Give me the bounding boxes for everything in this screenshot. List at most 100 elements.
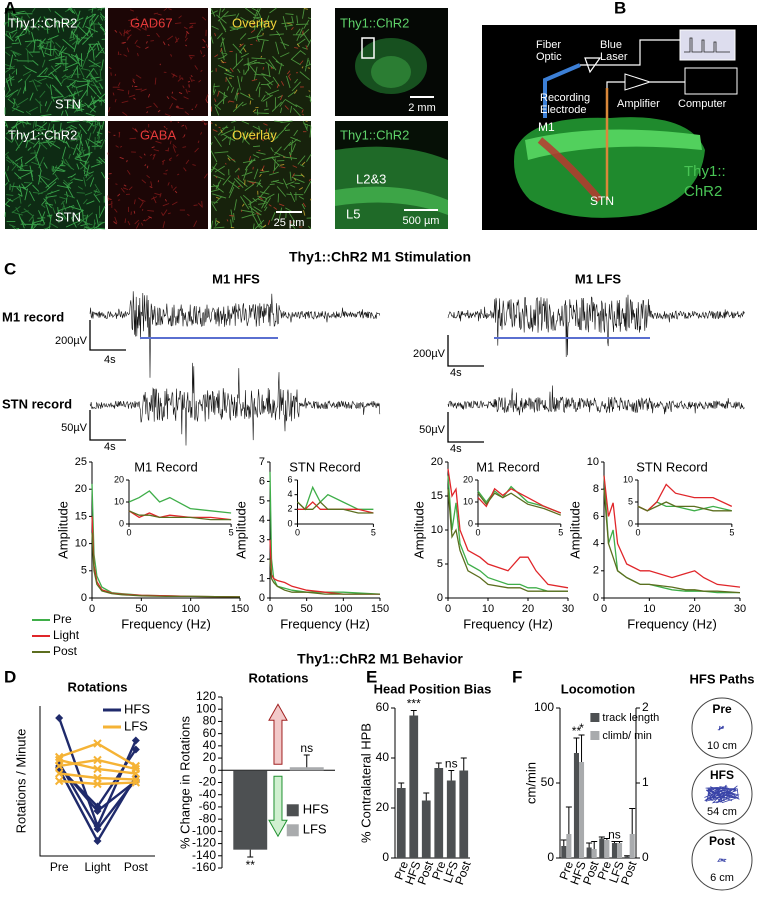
diagram-label: Optic	[536, 51, 562, 63]
marker	[54, 769, 64, 778]
x-tick-label: 20	[689, 603, 701, 615]
y-tick-label: -100	[192, 824, 216, 838]
spectrum-line	[269, 471, 381, 595]
texture	[4, 120, 106, 230]
x-tick-label: 0	[295, 527, 300, 537]
y-tick-label: 6	[593, 510, 599, 522]
axis-label: Amplitude	[411, 501, 426, 559]
texture	[211, 19, 308, 116]
axis-line	[477, 480, 561, 525]
spectrum-line	[297, 501, 374, 514]
layer-label: L2&3	[356, 171, 386, 186]
axis-label: Amplitude	[233, 501, 248, 559]
diagram-label: STN	[590, 194, 614, 208]
x-axis-label: Frequency (Hz)	[121, 616, 211, 631]
bar	[446, 780, 456, 858]
panel-label: B	[614, 0, 626, 17]
error-bar	[247, 849, 254, 858]
annotation: **	[246, 858, 256, 872]
error-bar	[629, 808, 636, 834]
spectrum-line	[297, 501, 374, 514]
y-tick-label: -20	[199, 775, 217, 789]
trace-label: M1 record	[2, 309, 64, 324]
axis-label: % Contralateral HPB	[358, 723, 373, 843]
paths-title: HFS Paths	[689, 671, 754, 686]
y-tick-label: 10	[463, 496, 473, 506]
legend-swatch	[286, 824, 299, 837]
marker	[93, 825, 102, 833]
bar	[624, 856, 630, 858]
bar	[599, 838, 605, 858]
x-tick-label: Pre	[595, 859, 615, 882]
condition-title: M1 HFS	[212, 271, 260, 286]
y-tick-label: 80	[203, 714, 217, 728]
chart-title: Rotations	[249, 670, 309, 685]
x-tick-label: 30	[562, 603, 574, 615]
y-tick-label: 1	[259, 572, 265, 584]
annotation: *	[579, 721, 584, 735]
annotation: ns	[445, 757, 458, 771]
marker	[131, 778, 141, 787]
bar	[629, 834, 635, 858]
legend-label: track length	[602, 712, 659, 724]
x-axis-label: Frequency (Hz)	[463, 616, 553, 631]
error-bar	[603, 838, 610, 840]
diagram-label: Thy1::	[684, 163, 726, 180]
y-tick-label: 20	[431, 456, 443, 468]
x-tick-label: Light	[84, 860, 111, 874]
channel-label: Thy1::ChR2	[340, 127, 409, 142]
error-bar	[448, 770, 455, 781]
y-tick-label: 0	[642, 850, 649, 864]
marker	[93, 837, 102, 845]
stain-label: GABA	[140, 127, 176, 142]
axis-label: cm/min	[523, 762, 538, 804]
y-tick-label: 5	[259, 495, 265, 507]
y-tick-label: 60	[203, 726, 217, 740]
scale-bar	[447, 412, 484, 443]
chart-title: M1 Record	[476, 459, 540, 474]
y-tick-label: 3	[259, 534, 265, 546]
trace	[89, 362, 381, 446]
y-tick-label: -40	[199, 787, 217, 801]
y-tick-label: 2	[642, 700, 649, 714]
marker	[93, 779, 102, 789]
trace	[447, 294, 745, 358]
x-tick-label: 50	[301, 603, 313, 615]
arrow-up	[268, 703, 288, 765]
x-tick-label: 5	[371, 527, 376, 537]
y-tick-label: 40	[376, 750, 390, 764]
legend-swatch	[590, 731, 600, 740]
texture	[220, 7, 311, 113]
marker	[54, 776, 64, 786]
x-tick-label: Pre	[392, 859, 412, 882]
bar	[573, 753, 579, 858]
texture	[107, 120, 208, 229]
trace	[447, 385, 745, 416]
scale-label: 4s	[104, 354, 116, 366]
brain-slice	[371, 56, 411, 88]
error-bar	[303, 754, 310, 768]
marker	[55, 714, 64, 722]
x-tick-label: Pre	[557, 859, 577, 882]
monitor	[679, 29, 736, 61]
x-tick-label: 100	[334, 603, 352, 615]
x-tick-label: 0	[89, 603, 95, 615]
y-tick-label: 20	[114, 474, 124, 484]
y-tick-label: 5	[628, 496, 633, 506]
spectrum-line	[91, 516, 241, 598]
error-bar	[398, 782, 405, 788]
panel-label: D	[4, 667, 16, 686]
x-tick-label: 10	[482, 603, 494, 615]
texture	[210, 120, 312, 230]
error-bar	[573, 737, 580, 753]
region-label: STN	[55, 96, 81, 111]
brain	[525, 129, 702, 160]
texture	[107, 120, 208, 225]
channel-label: Thy1::ChR2	[340, 15, 409, 30]
x-tick-label: 5	[229, 527, 234, 537]
texture	[108, 7, 209, 117]
layer-label: L5	[346, 206, 360, 221]
x-tick-label: 5	[729, 527, 734, 537]
bar	[611, 843, 617, 858]
y-tick-label: -80	[199, 811, 217, 825]
